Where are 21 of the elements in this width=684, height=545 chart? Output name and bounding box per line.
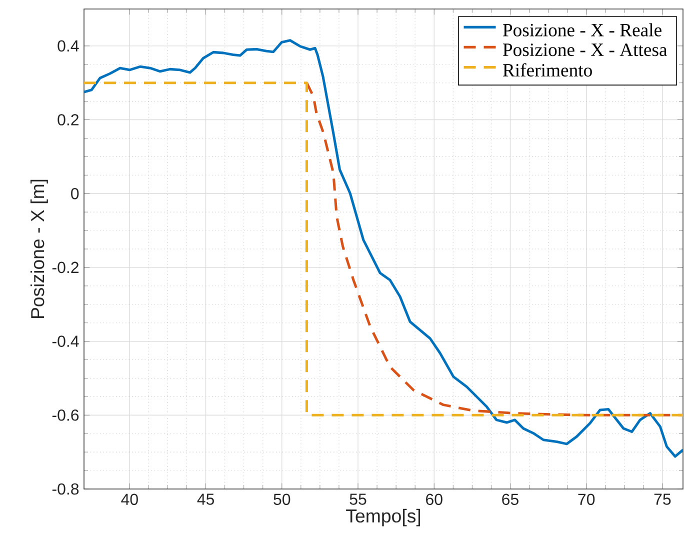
y-tick-label: -0.4 bbox=[52, 336, 79, 347]
x-tick-label: 45 bbox=[197, 494, 214, 505]
y-axis-title: Posizione - X [m] bbox=[30, 180, 48, 318]
x-tick-label: 50 bbox=[274, 494, 290, 506]
x-tick-label: 75 bbox=[654, 494, 671, 505]
x-tick-label: 60 bbox=[426, 494, 442, 506]
y-tick-label: -0.2 bbox=[52, 262, 78, 274]
y-tick-label: 0 bbox=[71, 188, 79, 200]
legend-label: Riferimento bbox=[502, 63, 592, 77]
y-tick-label: -0.6 bbox=[52, 409, 79, 421]
line-series bbox=[84, 39, 684, 458]
legend-label: Posizione - X - Attesa bbox=[502, 44, 668, 56]
x-axis-title: Tempo[s] bbox=[346, 508, 420, 526]
x-tick-label: 70 bbox=[578, 494, 595, 506]
x-tick-label: 40 bbox=[121, 494, 138, 506]
x-tick-label: 55 bbox=[350, 494, 366, 505]
y-tick-label: 0.2 bbox=[58, 114, 78, 126]
y-tick-label: 0.4 bbox=[58, 40, 79, 52]
x-tick-label: 65 bbox=[502, 494, 518, 506]
y-tick-label: -0.8 bbox=[52, 483, 79, 495]
legend-label: Posizione - X - Reale bbox=[502, 23, 662, 36]
